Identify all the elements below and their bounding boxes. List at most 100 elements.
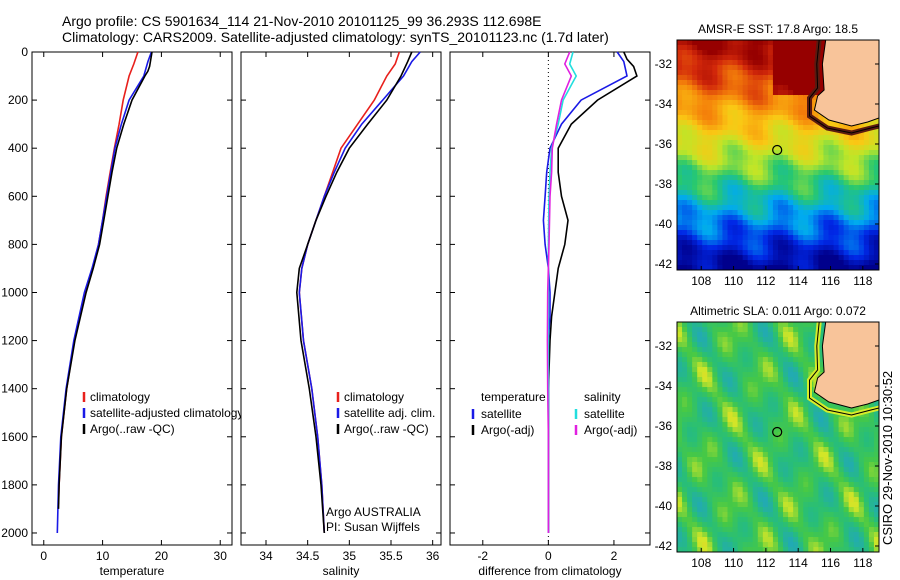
map-cell bbox=[692, 50, 698, 56]
map-cell bbox=[682, 105, 688, 111]
map-cell bbox=[722, 130, 729, 136]
map-cell bbox=[752, 160, 759, 166]
map-cell bbox=[727, 427, 734, 433]
map-cell bbox=[838, 462, 845, 468]
map-cell bbox=[727, 135, 734, 141]
map-cell bbox=[767, 60, 774, 66]
map-cell bbox=[737, 547, 744, 552]
map-cell bbox=[717, 250, 724, 256]
map-cell bbox=[767, 135, 774, 141]
map-cell bbox=[752, 185, 759, 191]
map-cell bbox=[727, 337, 734, 343]
map-cell bbox=[863, 180, 870, 186]
map-cell bbox=[682, 60, 688, 66]
map-cell bbox=[858, 527, 865, 533]
map-cell bbox=[793, 160, 799, 166]
map-cell bbox=[697, 457, 703, 463]
map-cell bbox=[808, 220, 814, 226]
map-cell bbox=[873, 442, 879, 448]
map-cell bbox=[762, 240, 769, 246]
map-cell bbox=[813, 150, 819, 156]
map-cell bbox=[868, 472, 875, 478]
map-cell bbox=[793, 482, 799, 488]
map-cell bbox=[853, 125, 860, 131]
map-cell bbox=[788, 70, 794, 76]
map-cell bbox=[727, 437, 734, 443]
map-cell bbox=[747, 145, 754, 151]
map-cell bbox=[808, 412, 814, 418]
map-cell bbox=[762, 110, 769, 116]
map-cell bbox=[783, 265, 789, 270]
map-cell bbox=[687, 397, 693, 403]
map-cell bbox=[692, 397, 698, 403]
map-cell bbox=[697, 245, 703, 251]
map-cell bbox=[712, 200, 718, 206]
map-cell bbox=[788, 220, 794, 226]
map-cell bbox=[818, 407, 825, 413]
map-cell bbox=[742, 90, 749, 96]
map-cell bbox=[853, 457, 860, 463]
map-cell bbox=[813, 245, 819, 251]
map-cell bbox=[752, 200, 759, 206]
map-cell bbox=[808, 160, 814, 166]
map-cell bbox=[798, 502, 804, 508]
map-cell bbox=[762, 85, 769, 91]
map-cell bbox=[747, 255, 754, 261]
map-cell bbox=[752, 427, 759, 433]
map-cell bbox=[783, 240, 789, 246]
map-cell bbox=[798, 255, 804, 261]
map-cell bbox=[697, 367, 703, 373]
map-cell bbox=[788, 65, 794, 71]
map-cell bbox=[742, 105, 749, 111]
map-cell bbox=[762, 90, 769, 96]
map-cell bbox=[677, 482, 683, 488]
map-cell bbox=[783, 200, 789, 206]
map-cell bbox=[793, 185, 799, 191]
map-cell bbox=[793, 260, 799, 266]
map-cell bbox=[873, 245, 879, 251]
map-cell bbox=[702, 462, 708, 468]
map-cell bbox=[737, 90, 744, 96]
map-cell bbox=[757, 507, 764, 513]
map-cell bbox=[813, 175, 819, 181]
map-cell bbox=[828, 215, 835, 221]
map-cell bbox=[727, 512, 734, 518]
map-cell bbox=[853, 135, 860, 141]
map-cell bbox=[727, 170, 734, 176]
map-cell bbox=[788, 85, 794, 91]
map-cell bbox=[742, 80, 749, 86]
map-cell bbox=[828, 447, 835, 453]
map-cell bbox=[747, 200, 754, 206]
map-cell bbox=[818, 477, 825, 483]
map-cell bbox=[742, 347, 749, 353]
map-cell bbox=[833, 482, 840, 488]
map-cell bbox=[742, 472, 749, 478]
map-cell bbox=[803, 205, 809, 211]
map-cell bbox=[858, 532, 865, 538]
map-cell bbox=[813, 210, 819, 216]
map-cell bbox=[843, 225, 850, 231]
map-cell bbox=[853, 407, 860, 413]
map-cell bbox=[762, 337, 769, 343]
map-cell bbox=[677, 427, 683, 433]
map-cell bbox=[848, 180, 855, 186]
map-cell bbox=[707, 422, 713, 428]
map-cell bbox=[727, 200, 734, 206]
map-cell bbox=[833, 527, 840, 533]
map-cell bbox=[737, 442, 744, 448]
map-cell bbox=[788, 145, 794, 151]
map-cell bbox=[687, 100, 693, 106]
map-cell bbox=[788, 397, 794, 403]
map-cell bbox=[818, 45, 825, 51]
map-cell bbox=[808, 235, 814, 241]
map-x-tick-label: 116 bbox=[821, 556, 840, 570]
map-cell bbox=[813, 487, 819, 493]
map-cell bbox=[687, 417, 693, 423]
map-cell bbox=[818, 517, 825, 523]
map-cell bbox=[707, 457, 713, 463]
map-cell bbox=[783, 372, 789, 378]
map-cell bbox=[767, 210, 774, 216]
map-cell bbox=[752, 362, 759, 368]
map-cell bbox=[752, 352, 759, 358]
map-cell bbox=[692, 250, 698, 256]
